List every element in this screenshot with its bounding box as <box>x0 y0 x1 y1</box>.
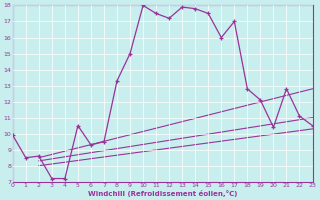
X-axis label: Windchill (Refroidissement éolien,°C): Windchill (Refroidissement éolien,°C) <box>88 190 237 197</box>
